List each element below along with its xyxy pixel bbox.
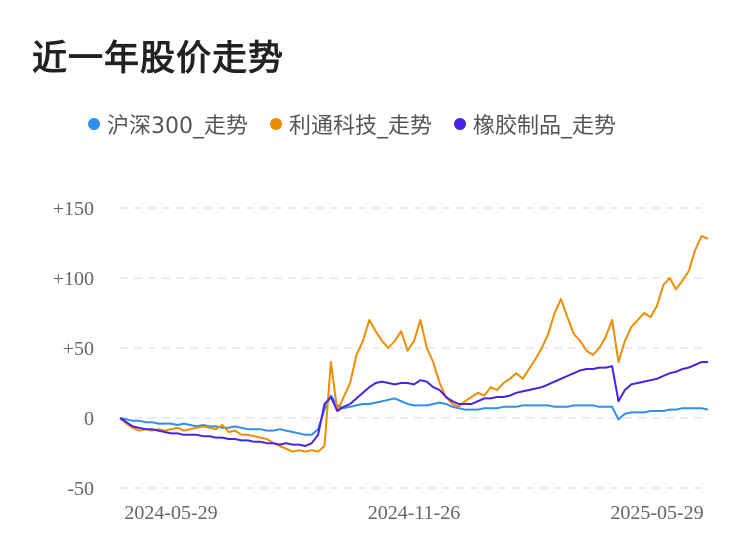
y-tick-label: -50 <box>67 478 94 500</box>
legend: 沪深300_走势 利通科技_走势 橡胶制品_走势 <box>88 108 638 140</box>
legend-dot-icon <box>270 118 282 130</box>
y-tick-label: +150 <box>53 198 94 220</box>
series-line-0 <box>119 394 709 436</box>
legend-label: 橡胶制品_走势 <box>473 114 617 139</box>
x-axis-ticks: 2024-05-29 2024-11-26 2025-05-29 <box>124 502 703 524</box>
legend-dot-icon <box>88 118 100 130</box>
y-tick-label: +50 <box>63 338 94 360</box>
legend-item-rubber[interactable]: 橡胶制品_走势 <box>454 108 616 140</box>
grid <box>120 207 708 489</box>
x-tick-label: 2025-05-29 <box>610 502 703 524</box>
chart-title: 近一年股价走势 <box>32 39 285 79</box>
legend-item-litong[interactable]: 利通科技_走势 <box>270 108 432 140</box>
x-tick-label: 2024-05-29 <box>124 502 217 524</box>
legend-label: 沪深300_走势 <box>107 114 248 139</box>
y-axis-ticks: +150 +100 +50 0 -50 <box>53 198 94 500</box>
legend-item-csi300[interactable]: 沪深300_走势 <box>88 108 248 140</box>
legend-dot-icon <box>454 118 467 130</box>
series-line-2 <box>119 361 708 447</box>
x-tick-label: 2024-11-26 <box>368 502 461 524</box>
series-lines <box>119 235 709 453</box>
y-tick-label: +100 <box>53 268 94 290</box>
y-tick-label: 0 <box>84 408 94 430</box>
legend-label: 利通科技_走势 <box>289 114 433 139</box>
series-line-1 <box>119 235 709 453</box>
